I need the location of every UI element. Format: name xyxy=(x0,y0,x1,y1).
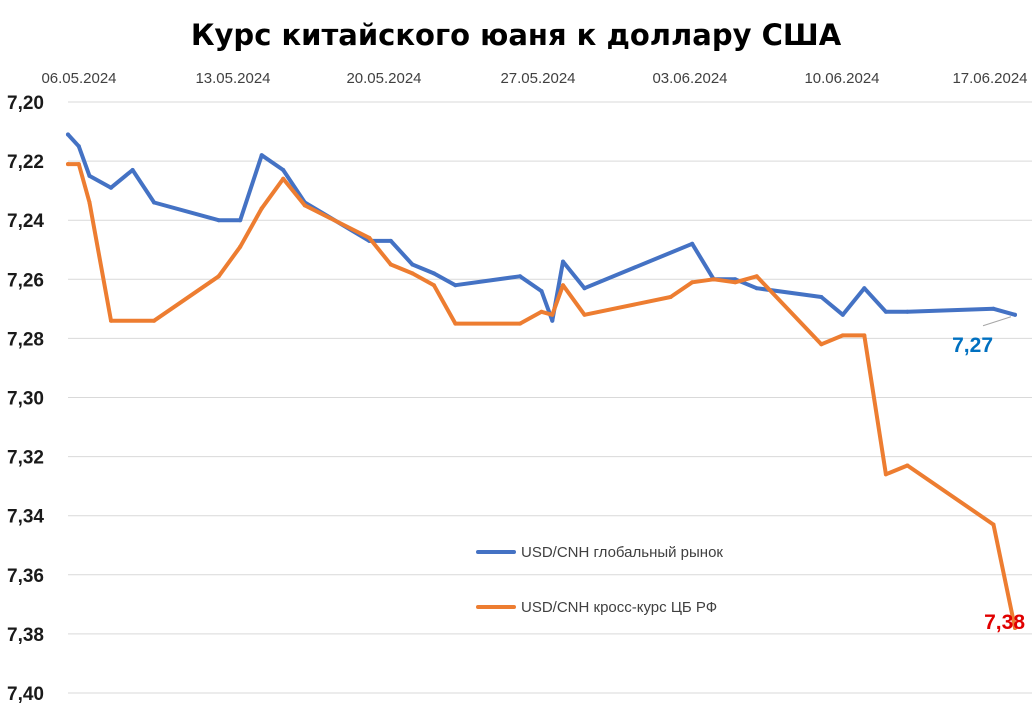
data-point xyxy=(76,144,81,149)
data-point xyxy=(238,244,243,249)
data-point xyxy=(66,132,70,137)
data-point xyxy=(690,280,695,285)
data-point xyxy=(431,271,436,276)
y-tick-label: 7,36 xyxy=(7,566,44,587)
data-point xyxy=(561,283,565,288)
data-point xyxy=(905,309,910,314)
x-tick-label: 03.06.2024 xyxy=(652,70,727,87)
x-tick-label: 06.05.2024 xyxy=(41,70,116,87)
data-point xyxy=(109,185,113,190)
annotation-label-global: 7,27 xyxy=(952,334,993,357)
y-tick-label: 7,30 xyxy=(7,389,44,410)
data-point xyxy=(518,321,522,326)
data-point xyxy=(259,206,264,211)
data-point xyxy=(561,259,565,264)
data-point xyxy=(668,295,673,299)
data-point xyxy=(87,173,92,178)
data-point xyxy=(754,286,759,291)
data-point xyxy=(711,277,716,282)
chart-title: Курс китайского юаня к доллару США xyxy=(191,18,842,52)
y-tick-label: 7,38 xyxy=(7,625,44,646)
data-point xyxy=(539,309,544,314)
legend-label: USD/CNH глобальный рынок xyxy=(521,544,723,561)
data-point xyxy=(991,522,996,527)
data-point xyxy=(518,274,522,279)
data-point xyxy=(388,238,393,243)
x-tick-label: 20.05.2024 xyxy=(346,70,421,87)
data-point xyxy=(690,241,695,246)
data-point xyxy=(840,312,845,317)
data-point xyxy=(281,176,286,181)
data-point xyxy=(840,333,845,338)
data-point xyxy=(259,153,264,158)
data-point xyxy=(216,274,221,279)
y-tick-label: 7,34 xyxy=(7,507,44,528)
data-point xyxy=(819,295,824,299)
data-point xyxy=(733,280,738,285)
annotation-label-cbr: 7,38 xyxy=(984,611,1025,634)
x-tick-label: 17.06.2024 xyxy=(952,70,1027,87)
data-point xyxy=(582,312,587,317)
data-point xyxy=(410,271,415,276)
x-tick-label: 13.05.2024 xyxy=(195,70,270,87)
y-tick-label: 7,24 xyxy=(7,211,44,232)
data-point xyxy=(216,218,221,223)
data-point xyxy=(109,318,113,323)
data-point xyxy=(388,262,393,267)
data-point xyxy=(883,309,888,314)
x-tick-label: 27.05.2024 xyxy=(500,70,575,87)
data-point xyxy=(1013,626,1017,630)
y-tick-label: 7,26 xyxy=(7,270,44,291)
data-point xyxy=(302,203,307,208)
y-tick-label: 7,22 xyxy=(7,152,44,173)
y-tick-label: 7,32 xyxy=(7,448,44,469)
data-point xyxy=(87,200,92,205)
series-line-1 xyxy=(66,132,1017,323)
data-point xyxy=(582,286,587,291)
data-point xyxy=(905,463,910,468)
series-line-2 xyxy=(66,162,1017,630)
annotation-leader xyxy=(982,316,1012,327)
annotation-layer: 7,27 7,38 xyxy=(952,316,1025,634)
data-point xyxy=(991,306,996,311)
data-point xyxy=(238,218,243,223)
data-point xyxy=(152,318,157,323)
data-point xyxy=(431,283,436,288)
data-point xyxy=(152,200,157,205)
data-point xyxy=(862,333,867,338)
x-tick-label: 10.06.2024 xyxy=(804,70,879,87)
data-point xyxy=(1013,312,1017,317)
data-point xyxy=(66,162,70,167)
y-tick-label: 7,40 xyxy=(7,684,44,705)
data-point xyxy=(883,472,888,477)
data-point xyxy=(453,321,458,326)
data-point xyxy=(550,318,555,323)
series-layer xyxy=(66,132,1017,630)
data-point xyxy=(76,162,81,167)
data-point xyxy=(862,286,867,291)
legend: USD/CNH глобальный рынок USD/CNH кросс-ку… xyxy=(476,544,723,616)
data-point xyxy=(410,262,415,267)
axis-layer: 7,20 7,22 7,24 7,26 7,28 7,30 7,32 7,34 7,36 7,38… xyxy=(7,70,1028,705)
data-point xyxy=(754,274,759,279)
data-point xyxy=(367,235,372,240)
legend-label: USD/CNH кросс-курс ЦБ РФ xyxy=(521,599,717,616)
data-point xyxy=(453,283,458,288)
y-tick-label: 7,28 xyxy=(7,329,44,350)
y-tick-label: 7,20 xyxy=(7,93,44,114)
data-point xyxy=(281,168,286,172)
data-point xyxy=(539,289,544,294)
data-point xyxy=(819,342,824,347)
data-point xyxy=(130,168,135,172)
data-point xyxy=(550,312,555,317)
